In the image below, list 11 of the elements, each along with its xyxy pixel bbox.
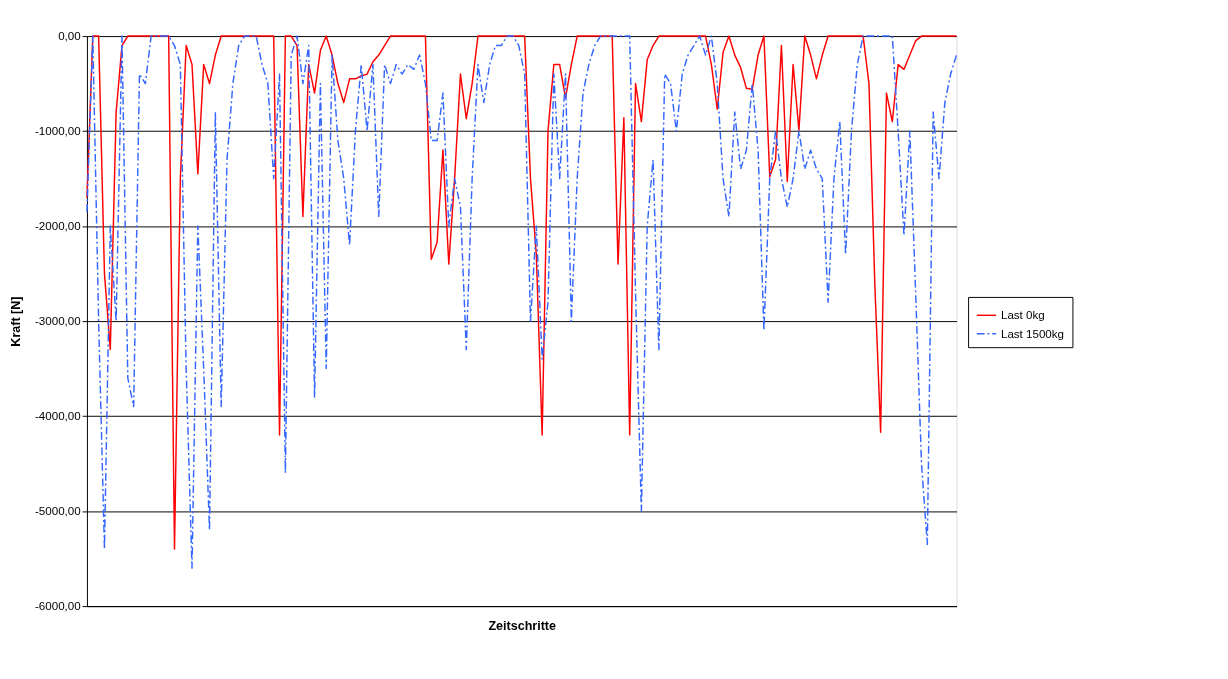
y-tick-label: -3000,00 bbox=[34, 315, 81, 328]
y-tick-label: -4000,00 bbox=[34, 410, 81, 423]
y-tick-label: -2000,00 bbox=[34, 220, 81, 233]
y-tick-label: -6000,00 bbox=[34, 600, 81, 613]
legend-label: Last 0kg bbox=[1000, 309, 1045, 322]
legend-label: Last 1500kg bbox=[1000, 327, 1065, 340]
y-tick-label: -5000,00 bbox=[34, 505, 81, 518]
x-axis-title: Zeitschritte bbox=[488, 618, 557, 633]
y-tick-label: -1000,00 bbox=[34, 125, 81, 138]
y-tick-label: 0,00 bbox=[58, 30, 81, 43]
y-axis-title: Kraft [N] bbox=[9, 296, 24, 347]
